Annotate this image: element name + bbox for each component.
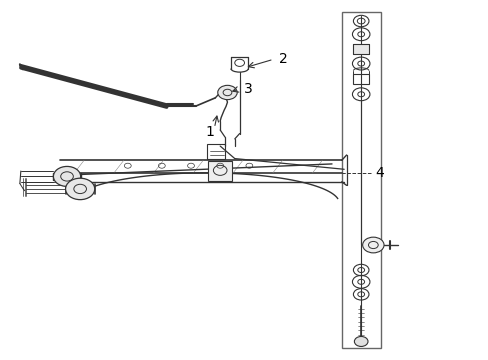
Text: 1: 1: [204, 125, 213, 139]
Bar: [353, 74, 368, 84]
Circle shape: [362, 237, 383, 253]
Circle shape: [217, 85, 237, 100]
Bar: [207, 161, 232, 181]
Circle shape: [354, 337, 367, 346]
Bar: [341, 12, 380, 348]
Text: 2: 2: [278, 51, 286, 66]
Circle shape: [65, 178, 95, 200]
Bar: [352, 44, 369, 54]
Text: 4: 4: [375, 166, 384, 180]
Text: 3: 3: [243, 82, 252, 96]
Bar: [206, 144, 224, 158]
Circle shape: [53, 166, 81, 186]
